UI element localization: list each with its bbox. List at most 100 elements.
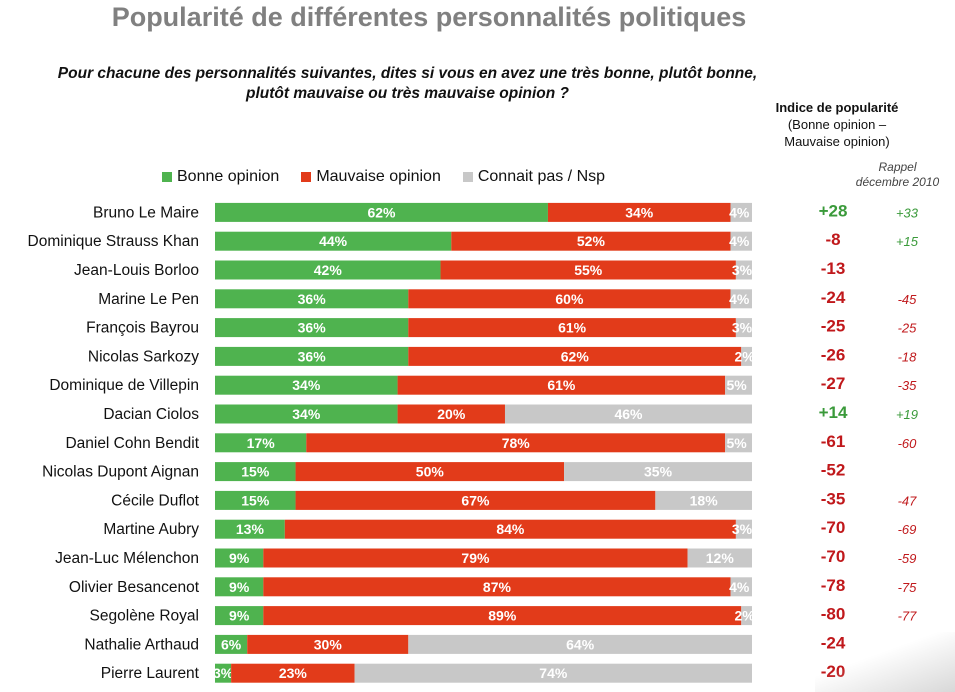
subtitle-line-1: Pour chacune des personnalités suivantes… bbox=[57, 65, 758, 82]
data-label: 4% bbox=[729, 579, 750, 595]
popularity-index-value: -25 bbox=[821, 317, 846, 336]
bar-segment bbox=[741, 346, 752, 366]
data-label: 35% bbox=[644, 464, 673, 480]
data-label: 46% bbox=[614, 406, 643, 422]
bar-segment bbox=[263, 606, 742, 626]
category-label: Dacian Ciolos bbox=[103, 406, 199, 423]
recall-value: -35 bbox=[898, 378, 918, 393]
bar-segment bbox=[247, 634, 409, 654]
data-label: 36% bbox=[298, 348, 327, 364]
bar-segment bbox=[215, 346, 409, 366]
bar-segment bbox=[215, 490, 296, 510]
recall-value: -69 bbox=[898, 522, 917, 537]
data-label: 2% bbox=[735, 608, 756, 624]
recall-value: -59 bbox=[898, 551, 917, 566]
popularity-index-value: -13 bbox=[821, 259, 846, 278]
bar-segment bbox=[725, 433, 752, 453]
data-label: 15% bbox=[241, 464, 270, 480]
bar-segment bbox=[263, 577, 731, 597]
bar-segment bbox=[215, 663, 232, 683]
legend-label-good: Bonne opinion bbox=[177, 168, 280, 185]
data-label: 50% bbox=[416, 464, 445, 480]
bar-segment bbox=[295, 490, 656, 510]
data-label: 36% bbox=[298, 320, 327, 336]
bar-segment bbox=[215, 606, 264, 626]
data-label: 34% bbox=[625, 204, 654, 220]
data-label: 67% bbox=[461, 492, 490, 508]
bar-segment bbox=[215, 260, 441, 280]
bar-segment bbox=[735, 260, 752, 280]
bar-segment bbox=[504, 404, 752, 424]
data-label: 9% bbox=[229, 608, 250, 624]
chart-subtitle: Pour chacune des personnalités suivantes… bbox=[0, 64, 815, 104]
data-label: 4% bbox=[729, 204, 750, 220]
bar-segment bbox=[547, 202, 731, 222]
bar-segment bbox=[215, 433, 307, 453]
legend-swatch-good bbox=[162, 172, 172, 182]
data-label: 2% bbox=[735, 348, 756, 364]
bar-segment bbox=[730, 577, 752, 597]
data-label: 42% bbox=[314, 262, 343, 278]
category-label: Nathalie Arthaud bbox=[84, 636, 199, 653]
data-label: 74% bbox=[539, 665, 568, 681]
data-label: 44% bbox=[319, 233, 348, 249]
bar-segment bbox=[215, 577, 264, 597]
bar-segment bbox=[730, 231, 752, 251]
legend-item-bad: Mauvaise opinion bbox=[301, 168, 441, 186]
bar-segment bbox=[735, 318, 752, 338]
data-label: 23% bbox=[279, 665, 308, 681]
data-label: 6% bbox=[221, 636, 242, 652]
bar-segment bbox=[397, 404, 505, 424]
category-label: François Bayrou bbox=[86, 320, 199, 337]
data-label: 13% bbox=[236, 521, 265, 537]
data-label: 52% bbox=[577, 233, 606, 249]
bar-segment bbox=[730, 202, 752, 222]
legend-swatch-unknown bbox=[462, 172, 473, 182]
data-label: 34% bbox=[292, 377, 321, 393]
category-label: Nicolas Sarkozy bbox=[88, 348, 199, 365]
category-label: Segolène Royal bbox=[90, 608, 199, 625]
bar-segment bbox=[564, 462, 752, 482]
data-label: 60% bbox=[555, 291, 584, 307]
data-label: 89% bbox=[488, 608, 517, 624]
popularity-index-value: -80 bbox=[821, 605, 846, 624]
data-label: 9% bbox=[229, 550, 250, 566]
bar-segment bbox=[215, 231, 452, 251]
popularity-index-value: +14 bbox=[819, 403, 848, 422]
recall-header-line1: Rappel bbox=[878, 160, 917, 174]
legend-label-unknown: Connait pas / Nsp bbox=[477, 168, 606, 185]
recall-value: -18 bbox=[898, 349, 918, 364]
popularity-index-value: -52 bbox=[821, 461, 846, 480]
category-label: Nicolas Dupont Aignan bbox=[42, 464, 199, 481]
category-label: Daniel Cohn Bendit bbox=[65, 435, 199, 452]
popularity-index-value: -26 bbox=[821, 345, 846, 364]
data-label: 87% bbox=[483, 579, 512, 595]
data-label: 64% bbox=[566, 636, 595, 652]
popularity-index-value: -27 bbox=[821, 374, 846, 393]
recall-header: Rappel décembre 2010 bbox=[845, 160, 950, 190]
popularity-index-value: -70 bbox=[821, 518, 846, 537]
bar-segment bbox=[408, 346, 742, 366]
data-label: 55% bbox=[574, 262, 603, 278]
recall-value: +33 bbox=[896, 205, 919, 220]
data-label: 36% bbox=[298, 291, 327, 307]
legend-item-good: Bonne opinion bbox=[162, 168, 279, 186]
bar-segment bbox=[231, 663, 355, 683]
data-label: 3% bbox=[213, 665, 234, 681]
bar-segment bbox=[735, 519, 752, 539]
data-label: 12% bbox=[706, 550, 735, 566]
corner-decoration bbox=[815, 632, 955, 692]
popularity-index-value: -70 bbox=[821, 547, 846, 566]
popularity-index-value: +28 bbox=[819, 201, 848, 220]
recall-value: +19 bbox=[896, 407, 918, 422]
data-label: 79% bbox=[461, 550, 490, 566]
recall-value: -25 bbox=[898, 321, 918, 336]
data-label: 3% bbox=[732, 320, 753, 336]
data-label: 18% bbox=[690, 492, 719, 508]
bar-segment bbox=[440, 260, 736, 280]
data-label: 20% bbox=[437, 406, 466, 422]
data-label: 17% bbox=[247, 435, 276, 451]
data-label: 84% bbox=[496, 521, 525, 537]
data-label: 5% bbox=[726, 435, 747, 451]
